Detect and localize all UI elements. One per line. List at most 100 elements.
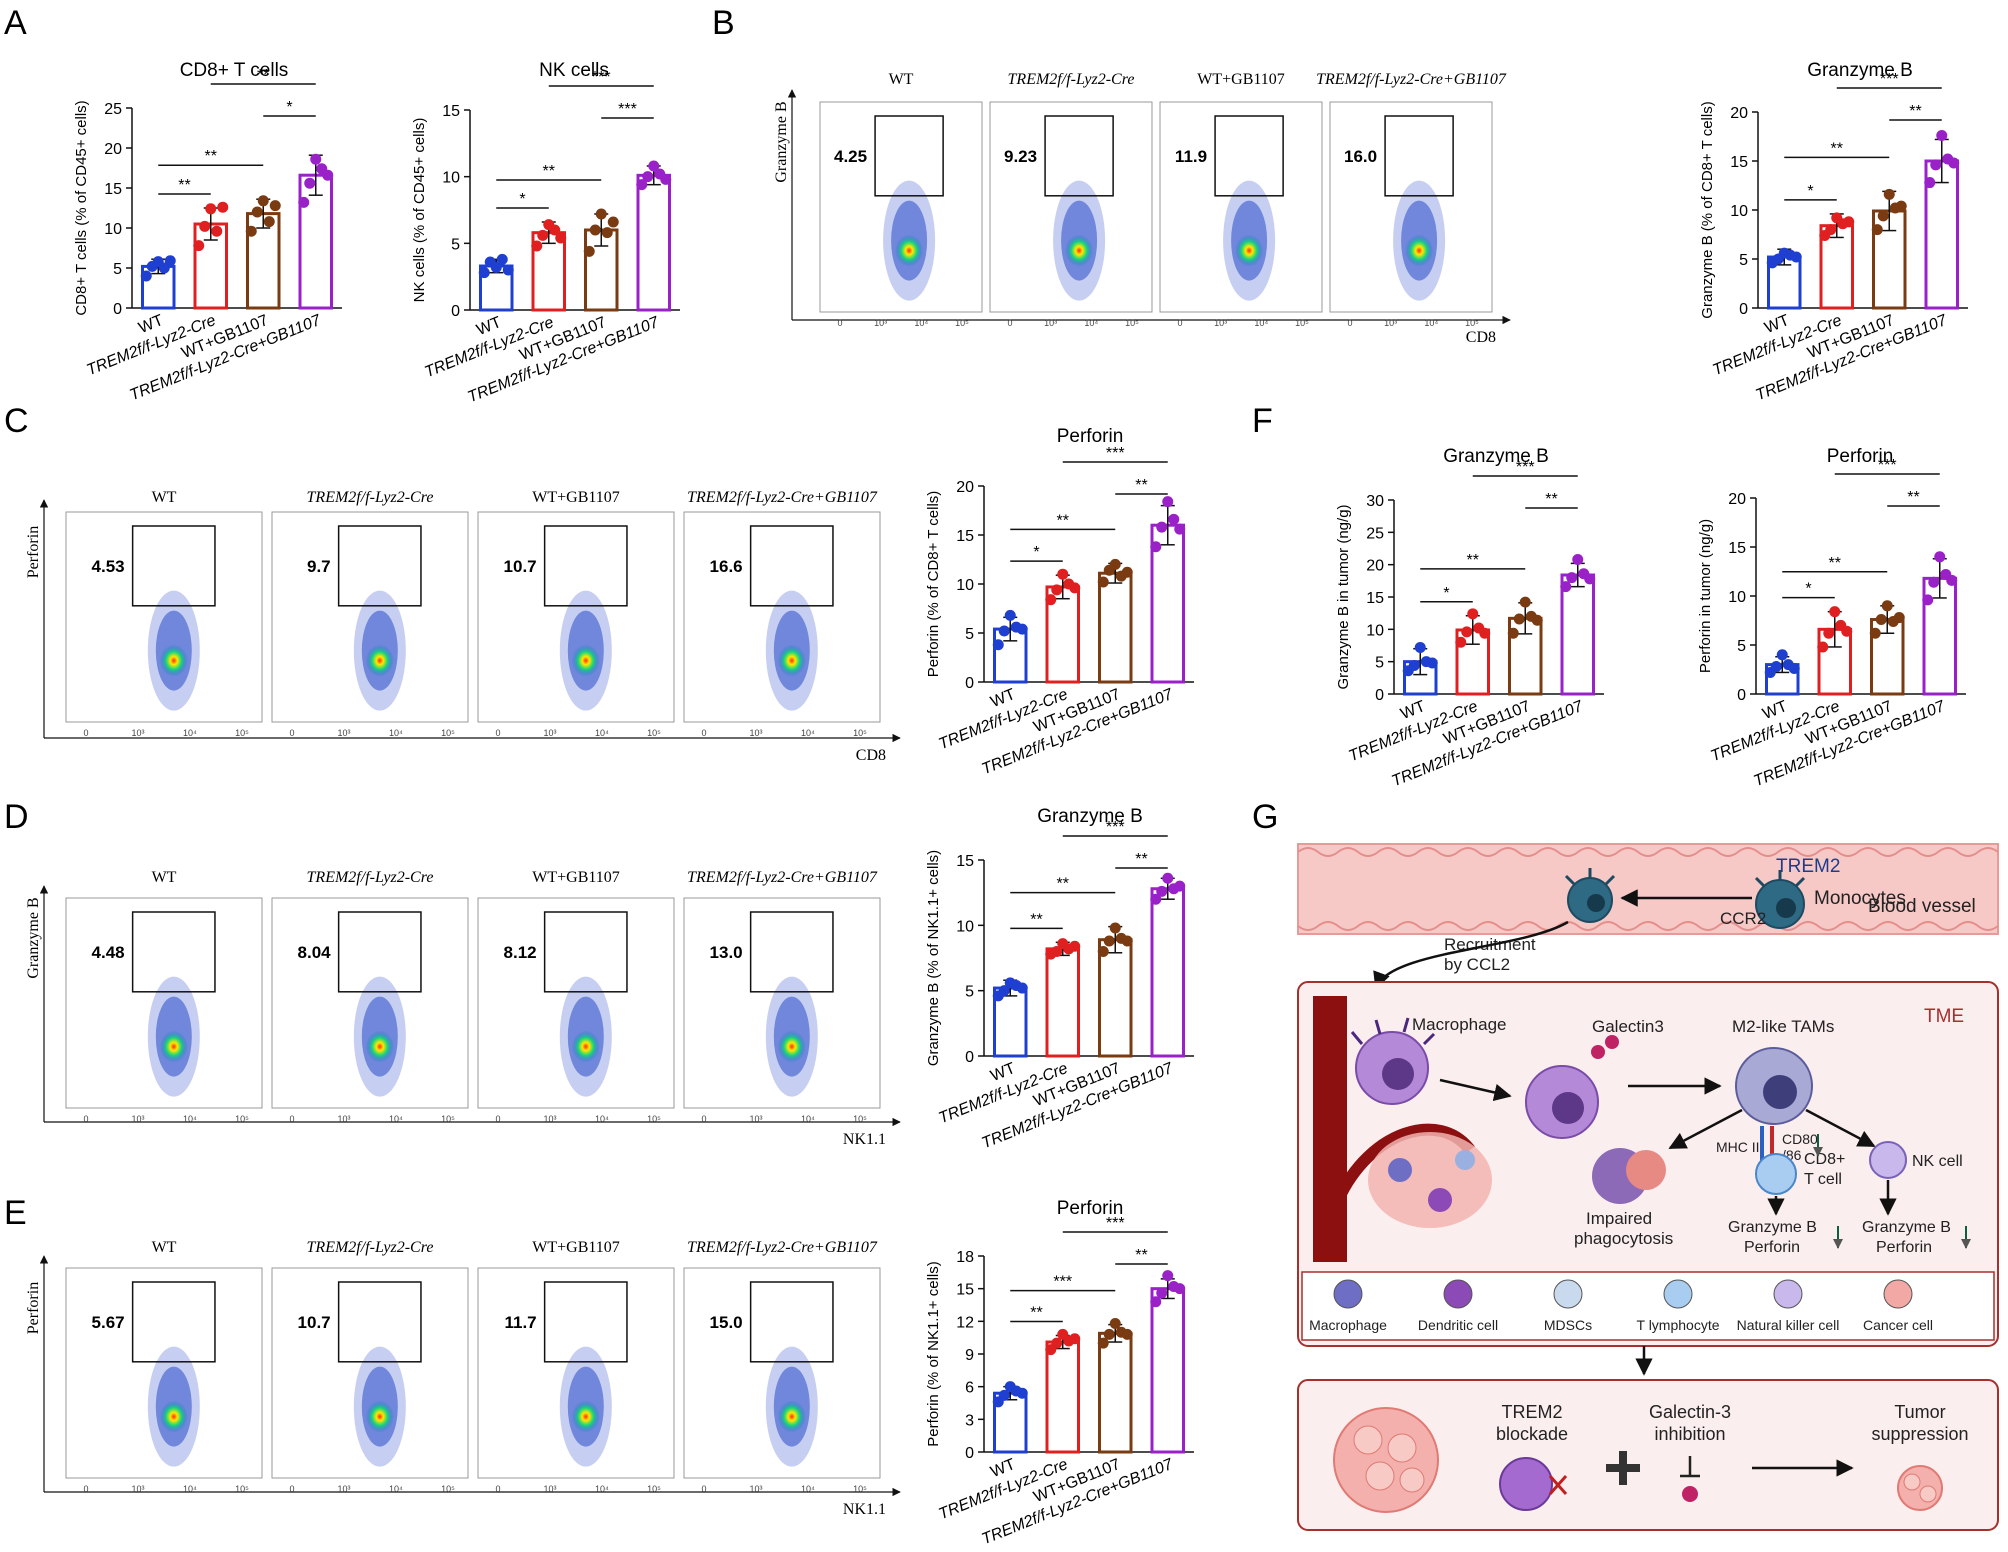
chart-title: CD8+ T cells (180, 60, 289, 81)
data-point (537, 229, 549, 241)
flow-x-tick: 10⁵ (441, 1114, 455, 1124)
chart-title: Perforin (1057, 426, 1124, 447)
data-point (648, 160, 660, 172)
flow-gate (131, 525, 216, 607)
flow-density-core (571, 644, 600, 677)
data-point (1519, 596, 1531, 608)
flow-x-tick: 10⁵ (853, 1114, 867, 1124)
flow-density-core (777, 1030, 806, 1063)
data-point (1156, 521, 1168, 533)
flow-x-tick: 10³ (1384, 318, 1397, 328)
data-point (1479, 627, 1491, 639)
flow-x-tick: 10³ (131, 728, 144, 738)
flow-x-tick: 10⁴ (914, 318, 928, 328)
significance-label: *** (1106, 1215, 1125, 1232)
arrow-tam-to-nk (1805, 1108, 1876, 1148)
data-point (502, 264, 514, 276)
flow-plot: WT 0 10³ 10⁴ 10⁵ 5.67 (65, 1239, 263, 1494)
significance-label: *** (592, 69, 611, 86)
flow-x-tick: 10⁵ (955, 318, 969, 328)
bar (1098, 1331, 1133, 1454)
flow-plot-frame (477, 897, 675, 1109)
panel-letter-a: A (4, 4, 27, 42)
tumor-cell-cluster (1368, 1132, 1492, 1228)
data-point (1875, 614, 1887, 626)
y-axis-label: CD8+ T cells (% of CD45+ cells) (73, 100, 90, 315)
data-point (496, 253, 508, 265)
gate-percentage: 15.0 (710, 1313, 743, 1332)
flow-x-tick: 10⁵ (1465, 318, 1479, 328)
flow-plot-frame (683, 897, 881, 1109)
flow-x-tick: 10⁴ (801, 1114, 815, 1124)
flow-x-tick: 10³ (543, 728, 556, 738)
label-trem2-blockade-1: TREM2 (1501, 1402, 1562, 1422)
data-point (1566, 572, 1578, 584)
flow-x-tick: 10⁴ (1084, 318, 1098, 328)
gate-percentage: 16.0 (1344, 147, 1377, 166)
gate-percentage: 9.7 (307, 557, 331, 576)
flow-x-tick: 10⁵ (441, 728, 455, 738)
data-point (1825, 224, 1837, 236)
chart-A2: NK cells 0 5 10 15 NK cells (% of CD45+ cells… (411, 60, 680, 406)
legend-cell-label: Dendritic cell (1418, 1317, 1498, 1333)
data-point (1426, 657, 1438, 669)
flow-x-tick: 10⁴ (183, 1114, 197, 1124)
tumor-vessel (1313, 996, 1347, 1262)
flow-x-tick: 10⁵ (235, 728, 249, 738)
data-point (1016, 1387, 1028, 1399)
data-point (998, 1389, 1010, 1401)
flow-x-tick: 10³ (874, 318, 887, 328)
significance-label: ** (1545, 491, 1557, 508)
significance-label: *** (1516, 459, 1535, 476)
bar (1098, 938, 1133, 1058)
flow-x-tick: 0 (289, 1484, 294, 1494)
data-point (1455, 636, 1467, 648)
flow-y-label: Perforin (25, 526, 42, 578)
significance-label: ** (543, 163, 555, 180)
flow-plot-frame (271, 511, 469, 723)
legend-cell-icon (1333, 1279, 1363, 1309)
data-point (1051, 584, 1063, 596)
flow-x-label: CD8 (1466, 329, 1496, 346)
y-tick-label: 10 (956, 918, 974, 935)
panel-letter-c: C (4, 402, 29, 440)
flow-plot: TREM2f/f-Lyz2-Cre 0 10³ 10⁴ 10⁵ 8.04 (271, 869, 469, 1124)
flow-gate (1384, 115, 1454, 197)
y-tick-label: 15 (1728, 540, 1746, 557)
flow-density-core (777, 1400, 806, 1433)
flow-y-label: Granzyme B (25, 897, 42, 978)
legend-cell-label: T lymphocyte (1637, 1317, 1720, 1333)
label-galectin3: Galectin3 (1592, 1017, 1664, 1036)
flow-gate (131, 1281, 216, 1363)
flow-x-tick: 10⁵ (853, 728, 867, 738)
tumor-mass-icon (1333, 1407, 1439, 1513)
flow-x-tick: 0 (1177, 318, 1182, 328)
legend-cell-label: Natural killer cell (1737, 1317, 1840, 1333)
vessel-wave-bottom (1297, 921, 1999, 931)
y-tick-label: 0 (113, 301, 122, 318)
y-tick-label: 6 (965, 1380, 974, 1397)
data-point (322, 169, 334, 181)
y-tick-label: 15 (956, 528, 974, 545)
y-tick-label: 5 (1737, 638, 1746, 655)
flow-x-tick: 10⁴ (389, 1484, 403, 1494)
y-tick-label: 20 (104, 141, 122, 158)
flow-x-tick: 10³ (337, 728, 350, 738)
chart-B: Granzyme B 0 5 10 15 20 Granzyme B (% of CD8+ … (1699, 60, 1968, 404)
label-monocytes: Monocytes (1814, 888, 1906, 909)
significance-label: *** (1106, 819, 1125, 836)
data-point (1883, 188, 1895, 200)
data-point (601, 227, 613, 239)
flow-plot-title: TREM2f/f-Lyz2-Cre+GB1107 (687, 869, 878, 886)
cell-legend-box (1301, 1271, 1995, 1341)
significance-label: ** (1135, 477, 1147, 494)
y-tick-label: 3 (965, 1412, 974, 1429)
flow-x-label: NK1.1 (843, 1131, 886, 1148)
flow-plot: TREM2f/f-Lyz2-Cre 0 10³ 10⁴ 10⁵ 10.7 (271, 1239, 469, 1494)
data-point (1150, 893, 1162, 905)
flow-x-tick: 10⁴ (1254, 318, 1268, 328)
y-tick-label: 0 (451, 303, 460, 320)
flow-plot: TREM2f/f-Lyz2-Cre+GB1107 0 10³ 10⁴ 10⁵ 13.0 (683, 869, 881, 1124)
label-by-ccl2: by CCL2 (1444, 955, 1510, 974)
